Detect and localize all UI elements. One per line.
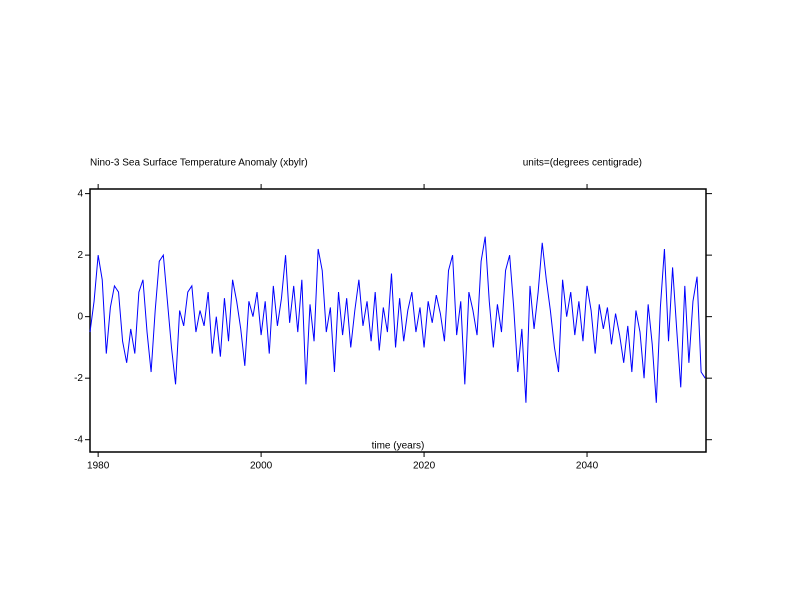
y-tick-label: 0 [77, 311, 83, 322]
chart-title: Nino-3 Sea Surface Temperature Anomaly (… [90, 158, 308, 169]
plot-frame [89, 188, 707, 453]
y-tick-label: -4 [74, 434, 83, 445]
y-tick-label: 2 [77, 250, 83, 261]
x-tick-label: 2000 [250, 461, 273, 472]
units-label: units=(degrees centigrade) [523, 158, 642, 169]
x-tick-label: 2040 [576, 461, 599, 472]
y-tick-label: 4 [77, 188, 83, 199]
x-tick-label: 1980 [87, 461, 110, 472]
x-axis-label: time (years) [372, 441, 425, 452]
y-tick-label: -2 [74, 373, 83, 384]
x-tick-label: 2020 [413, 461, 436, 472]
data-line [89, 236, 706, 403]
